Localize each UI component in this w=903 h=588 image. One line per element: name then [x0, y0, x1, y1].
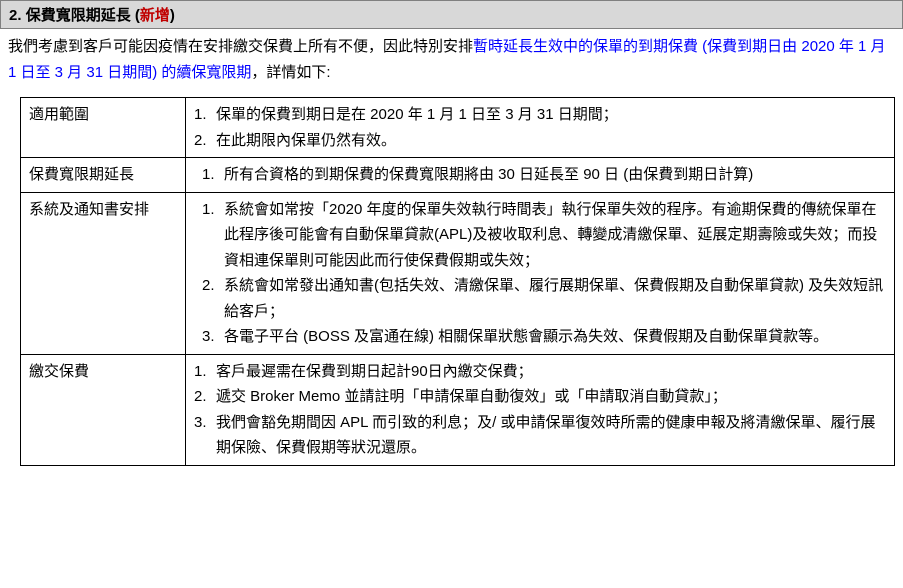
list-number: 2. [194, 384, 216, 410]
list-item: 2.在此期限內保單仍然有效。 [194, 128, 886, 154]
new-tag: 新增 [140, 7, 170, 24]
list-item: 1.系統會如常按「2020 年度的保單失效執行時間表」執行保單失效的程序。有逾期… [194, 197, 886, 274]
details-table: 適用範圍1.保單的保費到期日是在 2020 年 1 月 1 日至 3 月 31 … [20, 97, 895, 466]
list-text: 保單的保費到期日是在 2020 年 1 月 1 日至 3 月 31 日期間； [216, 102, 886, 128]
list-text: 系統會如常發出通知書(包括失效、清繳保單、履行展期保單、保費假期及自動保單貸款)… [224, 273, 886, 324]
list-number: 2. [194, 273, 224, 324]
section-number: 2. [9, 7, 22, 24]
intro-part2: ，詳情如下: [251, 64, 330, 81]
list-item: 1.所有合資格的到期保費的保費寬限期將由 30 日延長至 90 日 (由保費到期… [194, 162, 886, 188]
row-label: 保費寬限期延長 [21, 158, 186, 193]
row-content: 1.所有合資格的到期保費的保費寬限期將由 30 日延長至 90 日 (由保費到期… [186, 158, 895, 193]
list-text: 各電子平台 (BOSS 及富通在線) 相關保單狀態會顯示為失效、保費假期及自動保… [224, 324, 886, 350]
list-text: 系統會如常按「2020 年度的保單失效執行時間表」執行保單失效的程序。有逾期保費… [224, 197, 886, 274]
tag-open: ( [131, 7, 140, 24]
list-item: 2.系統會如常發出通知書(包括失效、清繳保單、履行展期保單、保費假期及自動保單貸… [194, 273, 886, 324]
row-label: 系統及通知書安排 [21, 192, 186, 354]
list-text: 客戶最遲需在保費到期日起計90日內繳交保費； [216, 359, 886, 385]
list-item: 2.遞交 Broker Memo 並請註明「申請保單自動復效」或「申請取消自動貸… [194, 384, 886, 410]
section-header: 2. 保費寬限期延長 (新增) [0, 0, 903, 29]
list-item: 3.我們會豁免期間因 APL 而引致的利息；及/ 或申請保單復效時所需的健康申報… [194, 410, 886, 461]
row-label: 適用範圍 [21, 98, 186, 158]
intro-paragraph: 我們考慮到客戶可能因疫情在安排繳交保費上所有不便，因此特別安排暫時延長生效中的保… [0, 29, 903, 97]
list-number: 1. [194, 197, 224, 274]
list-item: 1.客戶最遲需在保費到期日起計90日內繳交保費； [194, 359, 886, 385]
list-number: 1. [194, 359, 216, 385]
list-text: 所有合資格的到期保費的保費寬限期將由 30 日延長至 90 日 (由保費到期日計… [224, 162, 886, 188]
list-text: 在此期限內保單仍然有效。 [216, 128, 886, 154]
list-number: 1. [194, 102, 216, 128]
list-text: 我們會豁免期間因 APL 而引致的利息；及/ 或申請保單復效時所需的健康申報及將… [216, 410, 886, 461]
list-item: 1.保單的保費到期日是在 2020 年 1 月 1 日至 3 月 31 日期間； [194, 102, 886, 128]
table-row: 保費寬限期延長 1.所有合資格的到期保費的保費寬限期將由 30 日延長至 90 日… [21, 158, 895, 193]
table-row: 系統及通知書安排1.系統會如常按「2020 年度的保單失效執行時間表」執行保單失… [21, 192, 895, 354]
list-text: 遞交 Broker Memo 並請註明「申請保單自動復效」或「申請取消自動貸款」… [216, 384, 886, 410]
table-row: 繳交保費1.客戶最遲需在保費到期日起計90日內繳交保費；2.遞交 Broker … [21, 354, 895, 465]
list-number: 2. [194, 128, 216, 154]
row-content: 1.客戶最遲需在保費到期日起計90日內繳交保費；2.遞交 Broker Memo… [186, 354, 895, 465]
table-row: 適用範圍1.保單的保費到期日是在 2020 年 1 月 1 日至 3 月 31 … [21, 98, 895, 158]
tag-close: ) [170, 7, 175, 24]
row-content: 1.保單的保費到期日是在 2020 年 1 月 1 日至 3 月 31 日期間；… [186, 98, 895, 158]
list-number: 3. [194, 324, 224, 350]
list-item: 3.各電子平台 (BOSS 及富通在線) 相關保單狀態會顯示為失效、保費假期及自… [194, 324, 886, 350]
list-number: 1. [194, 162, 224, 188]
row-content: 1.系統會如常按「2020 年度的保單失效執行時間表」執行保單失效的程序。有逾期… [186, 192, 895, 354]
intro-part1: 我們考慮到客戶可能因疫情在安排繳交保費上所有不便，因此特別安排 [8, 38, 473, 55]
section-title: 保費寬限期延長 [26, 7, 131, 24]
row-label: 繳交保費 [21, 354, 186, 465]
list-number: 3. [194, 410, 216, 461]
